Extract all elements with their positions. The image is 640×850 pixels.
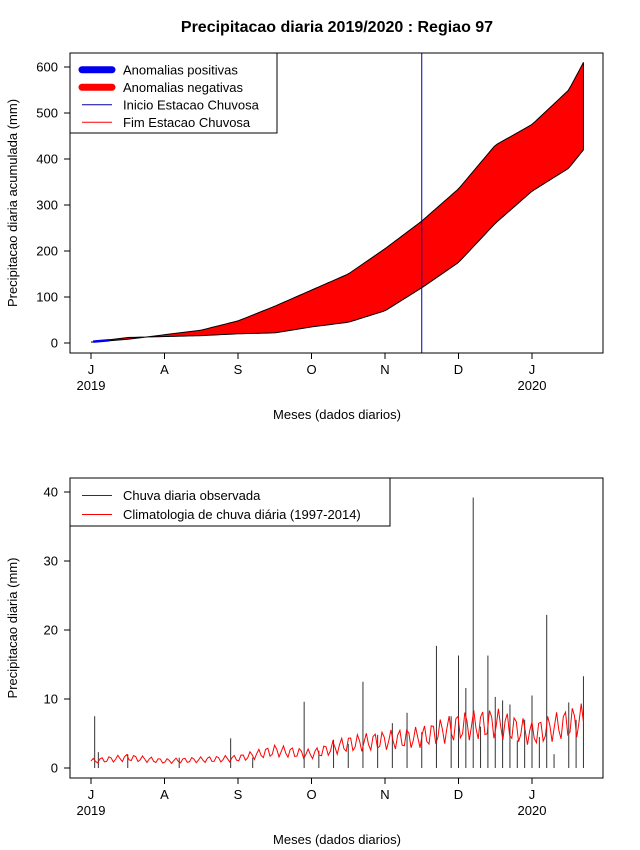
x-year-label: 2020 — [518, 378, 547, 393]
y-tick-label: 40 — [44, 485, 58, 500]
x-tick-label: D — [454, 362, 463, 377]
bottom-legend: Chuva diaria observada Climatologia de ch… — [69, 477, 391, 527]
legend-label: Anomalias negativas — [123, 80, 243, 95]
x-tick-label: S — [234, 787, 243, 802]
y-tick-label: 500 — [36, 106, 58, 121]
legend-label: Inicio Estacao Chuvosa — [123, 97, 260, 112]
x-tick-label: S — [234, 362, 243, 377]
negative-anomaly-area — [90, 62, 584, 343]
x-tick-label: A — [160, 787, 169, 802]
bottom-x-axis-label: Meses (dados diarios) — [273, 832, 401, 847]
x-year-label: 2020 — [518, 803, 547, 818]
y-tick-label: 200 — [36, 244, 58, 259]
bottom-y-axis-label: Precipitacao diaria (mm) — [5, 558, 20, 699]
y-tick-label: 100 — [36, 290, 58, 305]
x-year-label: 2019 — [77, 378, 106, 393]
legend-label: Climatologia de chuva diária (1997-2014) — [123, 507, 361, 522]
top-marks — [90, 53, 584, 353]
top-y-axis: 0 100 200 300 400 500 600 — [36, 60, 70, 351]
top-legend: Anomalias positivas Anomalias negativas In… — [69, 52, 278, 134]
legend-label: Anomalias positivas — [123, 62, 238, 77]
x-tick-label: J — [88, 787, 95, 802]
top-y-axis-label: Precipitacao diaria acumulada (mm) — [5, 99, 20, 307]
y-tick-label: 0 — [51, 761, 58, 776]
x-tick-label: J — [529, 362, 536, 377]
y-tick-label: 20 — [44, 623, 58, 638]
x-tick-label: O — [306, 787, 316, 802]
y-tick-label: 10 — [44, 692, 58, 707]
legend-label: Fim Estacao Chuvosa — [123, 115, 251, 130]
y-tick-label: 300 — [36, 198, 58, 213]
x-tick-label: O — [306, 362, 316, 377]
x-year-label: 2019 — [77, 803, 106, 818]
y-tick-label: 600 — [36, 60, 58, 75]
chart-title: Precipitacao diaria 2019/2020 : Regiao 9… — [181, 19, 493, 36]
y-tick-label: 30 — [44, 554, 58, 569]
x-tick-label: N — [380, 362, 389, 377]
top-x-axis-label: Meses (dados diarios) — [273, 407, 401, 422]
bottom-y-axis: 0 10 20 30 40 — [44, 485, 70, 776]
x-tick-label: J — [88, 362, 95, 377]
x-tick-label: D — [454, 787, 463, 802]
x-tick-label: N — [380, 787, 389, 802]
y-tick-label: 400 — [36, 152, 58, 167]
x-tick-label: J — [529, 787, 536, 802]
positive-anomaly-area — [93, 338, 110, 343]
cumulative-chart: Precipitacao diaria 2019/2020 : Regiao 9… — [5, 19, 604, 422]
legend-box — [69, 477, 391, 527]
x-tick-label: A — [160, 362, 169, 377]
climatology-line — [90, 703, 584, 765]
legend-label: Chuva diaria observada — [123, 488, 261, 503]
y-tick-label: 0 — [51, 336, 58, 351]
bottom-marks — [90, 497, 584, 768]
